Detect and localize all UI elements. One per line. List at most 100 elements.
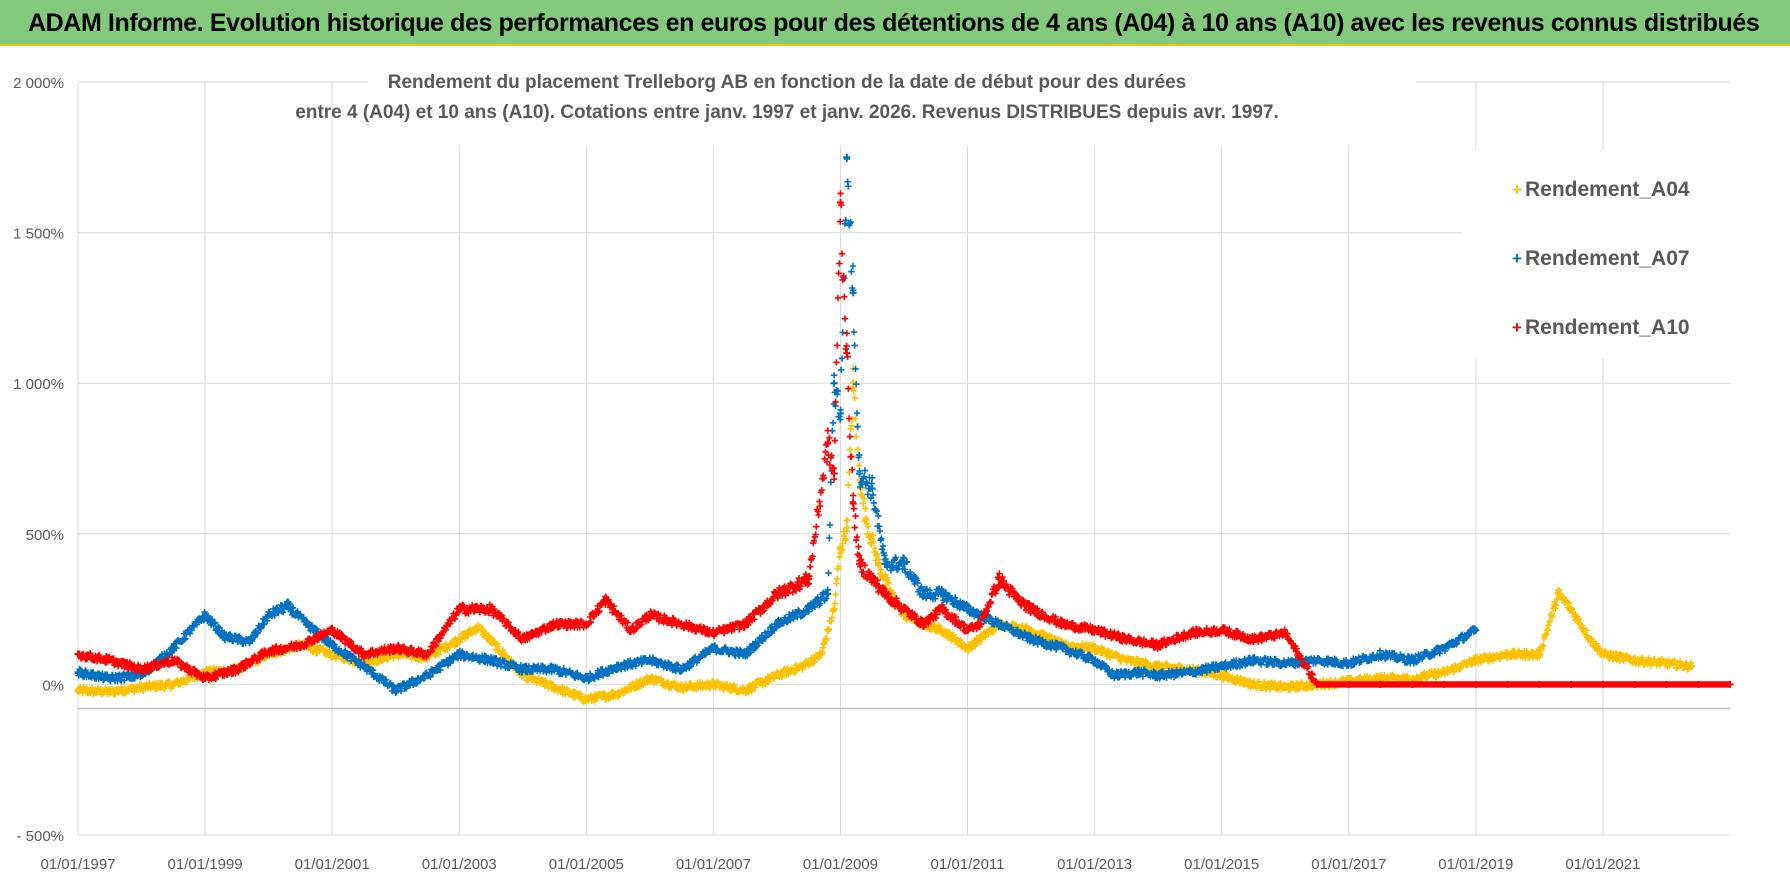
x-tick-label: 01/01/1997 [40, 856, 115, 873]
data-point [1110, 671, 1118, 679]
data-point [106, 674, 114, 682]
data-point [1567, 605, 1575, 613]
data-point [1688, 662, 1696, 670]
data-point [1281, 683, 1289, 691]
data-point [1135, 668, 1143, 676]
data-point [551, 665, 559, 673]
chart-title-line1: Rendement du placement Trelleborg AB en … [388, 72, 1186, 93]
data-point [1554, 590, 1562, 598]
data-point [1122, 656, 1130, 664]
data-point [296, 641, 304, 649]
chart-title-background [368, 68, 1416, 146]
data-point [881, 590, 889, 598]
chart-area: - 500% 0% 500% 1 000% 1 500% 2 000% 01/01/199… [13, 68, 1734, 873]
data-point [1408, 674, 1416, 682]
data-point [474, 623, 482, 631]
data-point [1440, 668, 1448, 676]
data-point [169, 644, 177, 652]
data-point [741, 686, 749, 694]
legend-label-a07: Rendement_A07 [1525, 247, 1690, 270]
data-point [646, 656, 654, 664]
data-point [805, 575, 813, 583]
x-tick-label: 01/01/2021 [1565, 856, 1640, 873]
data-point [519, 635, 527, 643]
y-axis: - 500% 0% 500% 1 000% 1 500% 2 000% [13, 75, 64, 845]
data-point [455, 650, 463, 658]
data-point [995, 620, 1003, 628]
data-point [824, 439, 832, 447]
x-tick-label: 01/01/2007 [676, 856, 751, 873]
data-point [487, 605, 495, 613]
data-point [614, 689, 622, 697]
data-point [246, 638, 254, 646]
data-point [856, 470, 864, 478]
data-point [1377, 674, 1385, 682]
data-point [678, 683, 686, 691]
data-point [1091, 626, 1099, 634]
data-point [830, 379, 838, 387]
data-point [627, 626, 635, 634]
data-point [709, 680, 717, 688]
x-tick-label: 01/01/2001 [295, 856, 370, 873]
data-point [741, 650, 749, 658]
data-point [1313, 680, 1321, 688]
y-tick-label: 0% [42, 677, 64, 694]
data-point [1599, 650, 1607, 658]
data-point [74, 686, 82, 694]
data-point [646, 674, 654, 682]
data-point [709, 644, 717, 652]
data-point [1472, 680, 1480, 688]
data-point [843, 524, 851, 532]
data-point [1408, 680, 1416, 688]
series-rendement-a10 [74, 190, 1734, 688]
data-point [678, 620, 686, 628]
data-point [1249, 635, 1257, 643]
data-point [138, 683, 146, 691]
y-tick-label: 500% [26, 527, 64, 544]
data-point [843, 153, 851, 161]
data-point [1186, 668, 1194, 676]
data-point [1154, 671, 1162, 679]
data-point [1027, 635, 1035, 643]
x-tick-label: 01/01/2003 [422, 856, 497, 873]
data-point [798, 662, 806, 670]
x-tick-label: 01/01/2017 [1311, 856, 1386, 873]
data-point [919, 620, 927, 628]
data-point [868, 575, 876, 583]
data-point [265, 647, 273, 655]
data-point [1694, 680, 1702, 688]
x-tick-label: 01/01/2011 [931, 856, 1005, 873]
data-point [1249, 680, 1257, 688]
data-point [1281, 629, 1289, 637]
data-point [1218, 662, 1226, 670]
data-point [265, 611, 273, 619]
x-axis: 01/01/1997 01/01/1999 01/01/2001 01/01/2003… [40, 856, 1640, 873]
data-point [328, 641, 336, 649]
data-point [1377, 650, 1385, 658]
y-tick-label: - 500% [16, 828, 64, 845]
y-tick-label: 2 000% [13, 75, 64, 92]
data-point [881, 560, 889, 568]
report-title: ADAM Informe. Evolution historique des p… [28, 9, 1760, 37]
data-point [1631, 680, 1639, 688]
data-point [1249, 656, 1257, 664]
data-point [328, 626, 336, 634]
data-point [551, 683, 559, 691]
data-point [106, 656, 114, 664]
data-point [1377, 680, 1385, 688]
data-point [360, 662, 368, 670]
data-point [582, 695, 590, 703]
data-point [614, 662, 622, 670]
x-tick-label: 01/01/2019 [1438, 856, 1513, 873]
data-point [1535, 680, 1543, 688]
data-point [138, 665, 146, 673]
data-point [74, 668, 82, 676]
data-point [551, 620, 559, 628]
data-point [1440, 644, 1448, 652]
x-tick-label: 01/01/2005 [549, 856, 624, 873]
data-point [849, 500, 857, 508]
data-point [1586, 635, 1594, 643]
data-point [856, 560, 864, 568]
data-point [169, 680, 177, 688]
data-point [328, 650, 336, 658]
